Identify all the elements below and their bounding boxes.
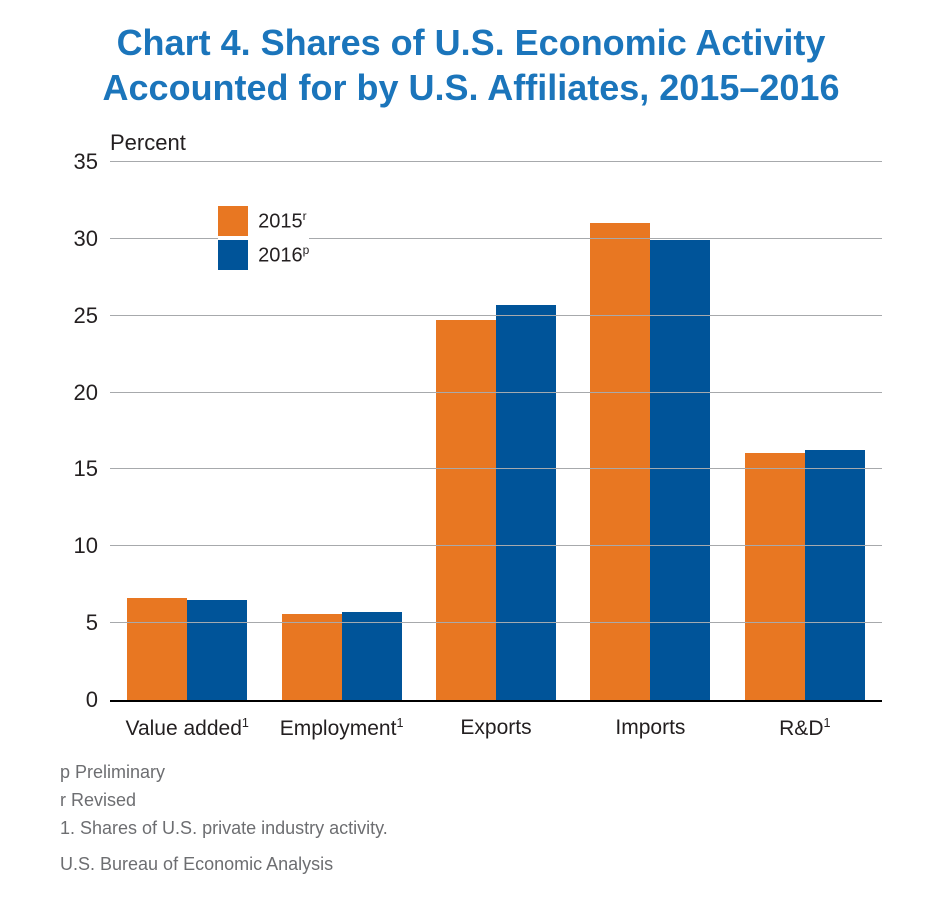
y-tick-label: 10 [74, 533, 110, 559]
x-tick-label: Exports [419, 716, 573, 741]
bar [436, 320, 496, 700]
bar-group [573, 223, 727, 700]
gridline [110, 468, 882, 469]
bar [342, 612, 402, 700]
bar [282, 614, 342, 700]
chart-container: Percent 2015r 2016p 0 5 10 15 20 25 30 35 Value … [60, 130, 882, 879]
x-tick-label: Value added1 [110, 716, 264, 741]
bar-group [419, 305, 573, 700]
legend-label: 2016p [258, 243, 309, 268]
footnote-line: r Revised [60, 787, 882, 815]
y-tick-label: 15 [74, 456, 110, 482]
y-axis-label: Percent [110, 130, 882, 156]
gridline [110, 545, 882, 546]
y-tick-label: 25 [74, 303, 110, 329]
x-tick-label: Employment1 [264, 716, 418, 741]
bar [496, 305, 556, 700]
y-tick-label: 5 [86, 610, 110, 636]
bar [650, 240, 710, 700]
footnotes: p Preliminaryr Revised1. Shares of U.S. … [60, 759, 882, 879]
legend-item: 2016p [218, 240, 309, 270]
legend-item: 2015r [218, 206, 309, 236]
y-tick-label: 35 [74, 149, 110, 175]
legend: 2015r 2016p [218, 202, 309, 274]
gridline [110, 315, 882, 316]
x-tick-label: R&D1 [728, 716, 882, 741]
bar [590, 223, 650, 700]
footnote-line: p Preliminary [60, 759, 882, 787]
footnote-line: U.S. Bureau of Economic Analysis [60, 851, 882, 879]
legend-label: 2015r [258, 209, 307, 234]
x-axis: Value added1Employment1ExportsImportsR&D… [110, 716, 882, 741]
chart-title-line2: Accounted for by U.S. Affiliates, 2015–2… [30, 65, 912, 110]
legend-swatch [218, 240, 248, 270]
footnote-line: 1. Shares of U.S. private industry activ… [60, 815, 882, 843]
gridline [110, 392, 882, 393]
chart-title-line1: Chart 4. Shares of U.S. Economic Activit… [30, 20, 912, 65]
bar [805, 450, 865, 700]
bar [187, 600, 247, 700]
legend-swatch [218, 206, 248, 236]
bar [127, 598, 187, 700]
bar [745, 453, 805, 700]
y-tick-label: 20 [74, 380, 110, 406]
y-tick-label: 30 [74, 226, 110, 252]
gridline [110, 622, 882, 623]
x-tick-label: Imports [573, 716, 727, 741]
plot-area: 2015r2016p 05101520253035 [110, 162, 882, 702]
bar-group [728, 450, 882, 700]
chart-title: Chart 4. Shares of U.S. Economic Activit… [30, 20, 912, 110]
bar-group [110, 598, 264, 700]
y-tick-label: 0 [86, 687, 110, 713]
gridline [110, 161, 882, 162]
bar-group [264, 612, 418, 700]
